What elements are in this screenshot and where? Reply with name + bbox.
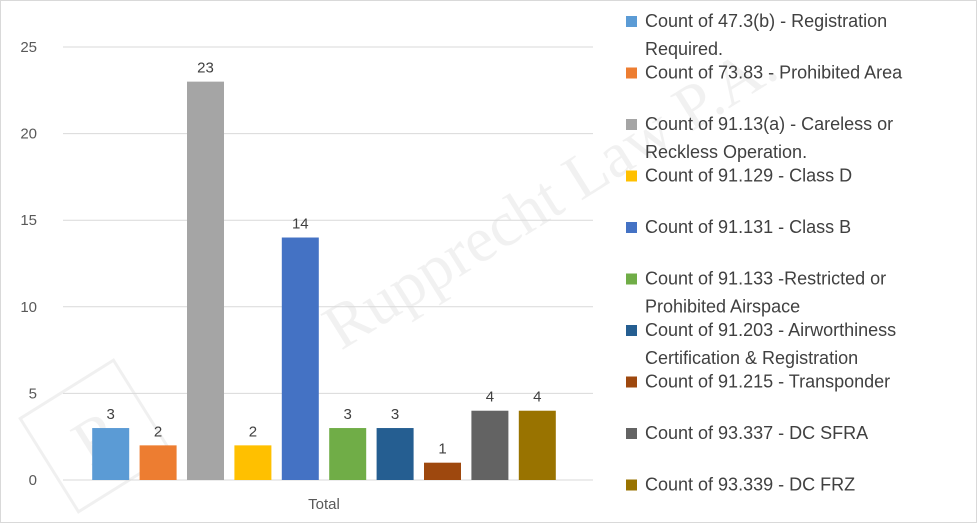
- y-axis-ticks: 0 5 10 15 20 25: [20, 39, 37, 489]
- bar-3: [187, 81, 224, 480]
- legend-label-line: Count of 91.129 - Class D: [645, 166, 852, 186]
- legend-item-1: Count of 47.3(b) - Registration Required.: [626, 11, 887, 59]
- legend-label-line: Count of 91.203 - Airworthiness: [645, 320, 896, 340]
- legend-item-8: Count of 91.215 - Transponder: [626, 372, 890, 392]
- legend-label-1: Count of 47.3(b) - Registration Required.: [645, 11, 887, 59]
- legend: Count of 47.3(b) - Registration Required.…: [626, 11, 903, 495]
- legend-label-6: Count of 91.133 -Restricted or Prohibited…: [645, 269, 886, 317]
- legend-swatch-3: [626, 119, 637, 130]
- legend-swatch-1: [626, 16, 637, 27]
- y-tick-label-0: 0: [29, 472, 37, 489]
- legend-label-8: Count of 91.215 - Transponder: [645, 372, 890, 392]
- legend-item-2: Count of 73.83 - Prohibited Area: [626, 63, 903, 83]
- legend-label-line: Count of 73.83 - Prohibited Area: [645, 63, 903, 83]
- bar-5: [281, 237, 319, 480]
- legend-label-line: Count of 47.3(b) - Registration: [645, 11, 887, 31]
- data-label-9: 4: [486, 389, 494, 406]
- legend-item-10: Count of 93.339 - DC FRZ: [626, 475, 855, 495]
- data-label-7: 3: [391, 406, 399, 423]
- bar-6: [329, 428, 367, 480]
- legend-label-line: Certification & Registration: [645, 348, 858, 368]
- legend-swatch-10: [626, 479, 637, 491]
- legend-label-line: Count of 91.215 - Transponder: [645, 372, 890, 392]
- data-label-8: 1: [438, 441, 446, 458]
- legend-label-4: Count of 91.129 - Class D: [645, 166, 852, 186]
- legend-swatch-8: [626, 376, 637, 388]
- legend-label-line: Count of 91.133 -Restricted or: [645, 269, 886, 289]
- y-tick-label-20: 20: [20, 126, 37, 143]
- data-label-6: 3: [344, 406, 352, 423]
- bar-1: [92, 428, 130, 480]
- data-label-10: 4: [533, 389, 541, 406]
- legend-swatch-6: [626, 273, 637, 285]
- legend-item-5: Count of 91.131 - Class B: [626, 217, 851, 237]
- legend-label-7: Count of 91.203 - Airworthiness Certifica…: [645, 320, 896, 368]
- bar-10: [518, 410, 556, 480]
- legend-item-7: Count of 91.203 - Airworthiness Certifica…: [626, 320, 896, 368]
- data-label-5: 14: [292, 216, 309, 233]
- y-tick-label-5: 5: [29, 385, 37, 402]
- legend-swatch-2: [626, 67, 637, 79]
- data-label-3: 23: [197, 60, 214, 77]
- legend-item-6: Count of 91.133 -Restricted or Prohibited…: [626, 269, 886, 317]
- y-tick-label-25: 25: [20, 39, 37, 56]
- legend-label-10: Count of 93.339 - DC FRZ: [645, 475, 855, 495]
- bar-8: [424, 462, 461, 480]
- bar-9: [471, 410, 509, 480]
- bar-7: [376, 428, 414, 480]
- legend-label-line: Count of 93.339 - DC FRZ: [645, 475, 855, 495]
- legend-label-5: Count of 91.131 - Class B: [645, 217, 851, 237]
- legend-swatch-7: [626, 325, 637, 336]
- bar-2: [139, 445, 177, 480]
- legend-label-line: Count of 93.337 - DC SFRA: [645, 423, 868, 443]
- legend-swatch-4: [626, 170, 637, 182]
- legend-item-4: Count of 91.129 - Class D: [626, 166, 852, 186]
- legend-label-line: Count of 91.131 - Class B: [645, 217, 851, 237]
- legend-label-line: Required.: [645, 39, 723, 59]
- x-tick-label-1: Total: [308, 496, 340, 513]
- legend-label-2: Count of 73.83 - Prohibited Area: [645, 63, 903, 83]
- gridlines: [63, 46, 593, 481]
- legend-label-9: Count of 93.337 - DC SFRA: [645, 423, 868, 443]
- legend-label-line: Count of 91.13(a) - Careless or: [645, 114, 893, 134]
- legend-label-3: Count of 91.13(a) - Careless or Reckless …: [645, 114, 893, 162]
- legend-swatch-5: [626, 222, 637, 233]
- data-label-2: 2: [154, 423, 162, 440]
- legend-label-line: Prohibited Airspace: [645, 297, 800, 317]
- data-label-4: 2: [249, 423, 257, 440]
- legend-label-line: Reckless Operation.: [645, 142, 807, 162]
- bar-4: [234, 445, 272, 480]
- data-label-1: 3: [107, 406, 115, 423]
- x-axis-ticks: Total: [308, 496, 340, 513]
- bars: [92, 81, 556, 480]
- y-tick-label-15: 15: [20, 212, 37, 229]
- legend-item-9: Count of 93.337 - DC SFRA: [626, 423, 868, 443]
- y-tick-label-10: 10: [20, 299, 37, 316]
- legend-item-3: Count of 91.13(a) - Careless or Reckless …: [626, 114, 893, 162]
- legend-swatch-9: [626, 428, 637, 439]
